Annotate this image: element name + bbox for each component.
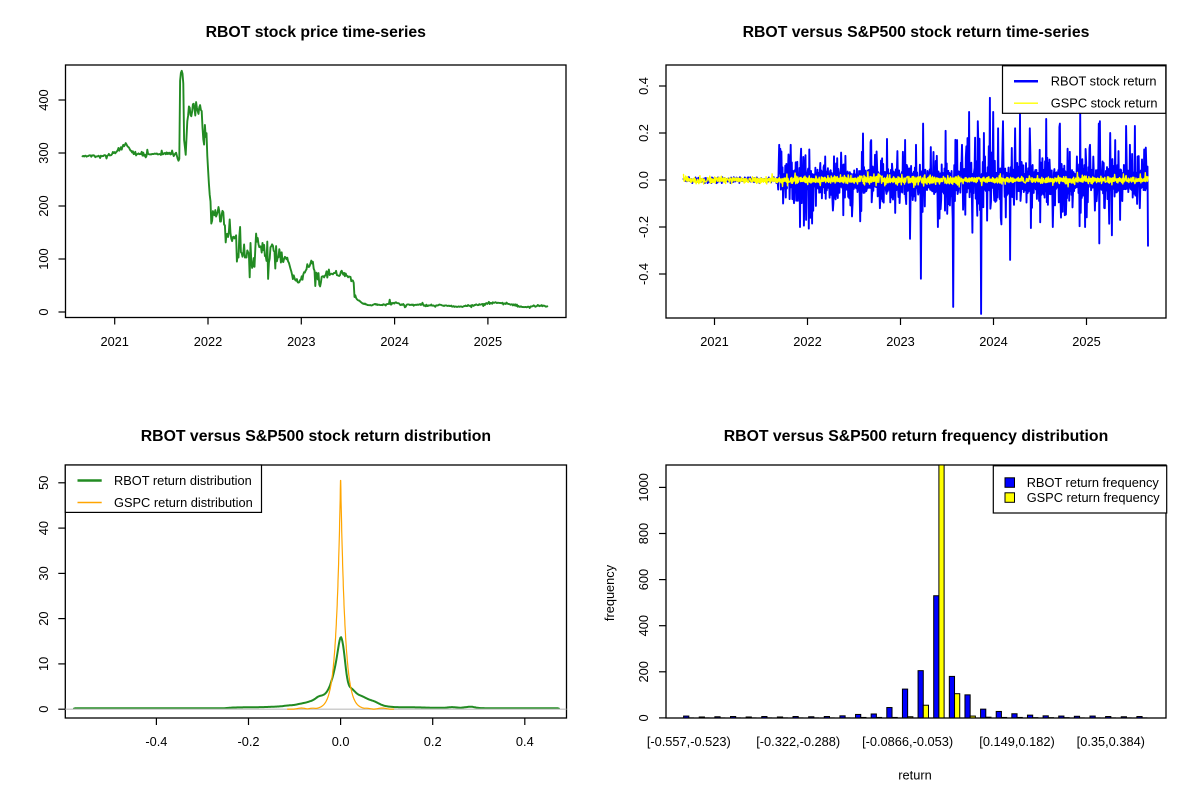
svg-text:100: 100 <box>36 248 51 269</box>
svg-text:2022: 2022 <box>793 334 821 349</box>
svg-text:600: 600 <box>636 569 651 590</box>
svg-text:RBOT versus S&P500 stock retur: RBOT versus S&P500 stock return time-ser… <box>743 24 1090 41</box>
svg-text:1000: 1000 <box>636 473 651 501</box>
svg-text:0.4: 0.4 <box>516 734 534 749</box>
svg-text:2023: 2023 <box>886 334 914 349</box>
svg-text:-0.2: -0.2 <box>636 216 651 238</box>
svg-text:400: 400 <box>636 615 651 636</box>
svg-text:0: 0 <box>636 714 651 721</box>
svg-text:800: 800 <box>636 523 651 544</box>
svg-text:RBOT return distribution: RBOT return distribution <box>114 473 252 488</box>
svg-text:2021: 2021 <box>100 334 128 349</box>
svg-text:0.2: 0.2 <box>636 124 651 142</box>
svg-text:RBOT stock return: RBOT stock return <box>1051 74 1157 89</box>
svg-text:GSPC stock return: GSPC stock return <box>1051 96 1158 111</box>
svg-text:0.2: 0.2 <box>424 734 442 749</box>
svg-text:0: 0 <box>36 308 51 315</box>
svg-text:400: 400 <box>36 89 51 110</box>
svg-text:RBOT versus S&P500 stock retur: RBOT versus S&P500 stock return distribu… <box>141 428 491 445</box>
svg-text:-0.4: -0.4 <box>145 734 167 749</box>
svg-text:2024: 2024 <box>979 334 1007 349</box>
svg-text:[0.35,0.384): [0.35,0.384) <box>1077 734 1145 749</box>
svg-text:GSPC return frequency: GSPC return frequency <box>1027 490 1161 505</box>
svg-text:200: 200 <box>36 195 51 216</box>
svg-text:RBOT return frequency: RBOT return frequency <box>1027 475 1160 490</box>
svg-text:2022: 2022 <box>194 334 222 349</box>
svg-text:frequency: frequency <box>602 564 617 621</box>
svg-text:200: 200 <box>636 661 651 682</box>
svg-text:0.0: 0.0 <box>636 171 651 189</box>
svg-text:50: 50 <box>36 476 51 490</box>
svg-text:[-0.0866,-0.053): [-0.0866,-0.053) <box>862 734 953 749</box>
svg-text:30: 30 <box>36 566 51 580</box>
svg-text:2025: 2025 <box>1072 334 1100 349</box>
svg-text:0.4: 0.4 <box>636 77 651 95</box>
svg-text:[-0.557,-0.523): [-0.557,-0.523) <box>647 734 731 749</box>
svg-text:[0.149,0.182): [0.149,0.182) <box>979 734 1054 749</box>
svg-text:0: 0 <box>36 706 51 713</box>
svg-text:300: 300 <box>36 142 51 163</box>
svg-text:10: 10 <box>36 657 51 671</box>
svg-text:return: return <box>898 768 931 783</box>
svg-text:RBOT stock price time-series: RBOT stock price time-series <box>206 24 427 41</box>
svg-text:20: 20 <box>36 611 51 625</box>
svg-text:-0.4: -0.4 <box>636 263 651 285</box>
svg-text:0.0: 0.0 <box>332 734 350 749</box>
svg-text:GSPC return distribution: GSPC return distribution <box>114 495 253 510</box>
svg-text:40: 40 <box>36 521 51 535</box>
svg-text:[-0.322,-0.288): [-0.322,-0.288) <box>756 734 840 749</box>
svg-text:2025: 2025 <box>474 334 502 349</box>
svg-text:2023: 2023 <box>287 334 315 349</box>
svg-text:2021: 2021 <box>700 334 728 349</box>
svg-text:-0.2: -0.2 <box>237 734 259 749</box>
svg-text:RBOT versus S&P500 return freq: RBOT versus S&P500 return frequency dist… <box>724 428 1108 445</box>
svg-text:2024: 2024 <box>380 334 408 349</box>
